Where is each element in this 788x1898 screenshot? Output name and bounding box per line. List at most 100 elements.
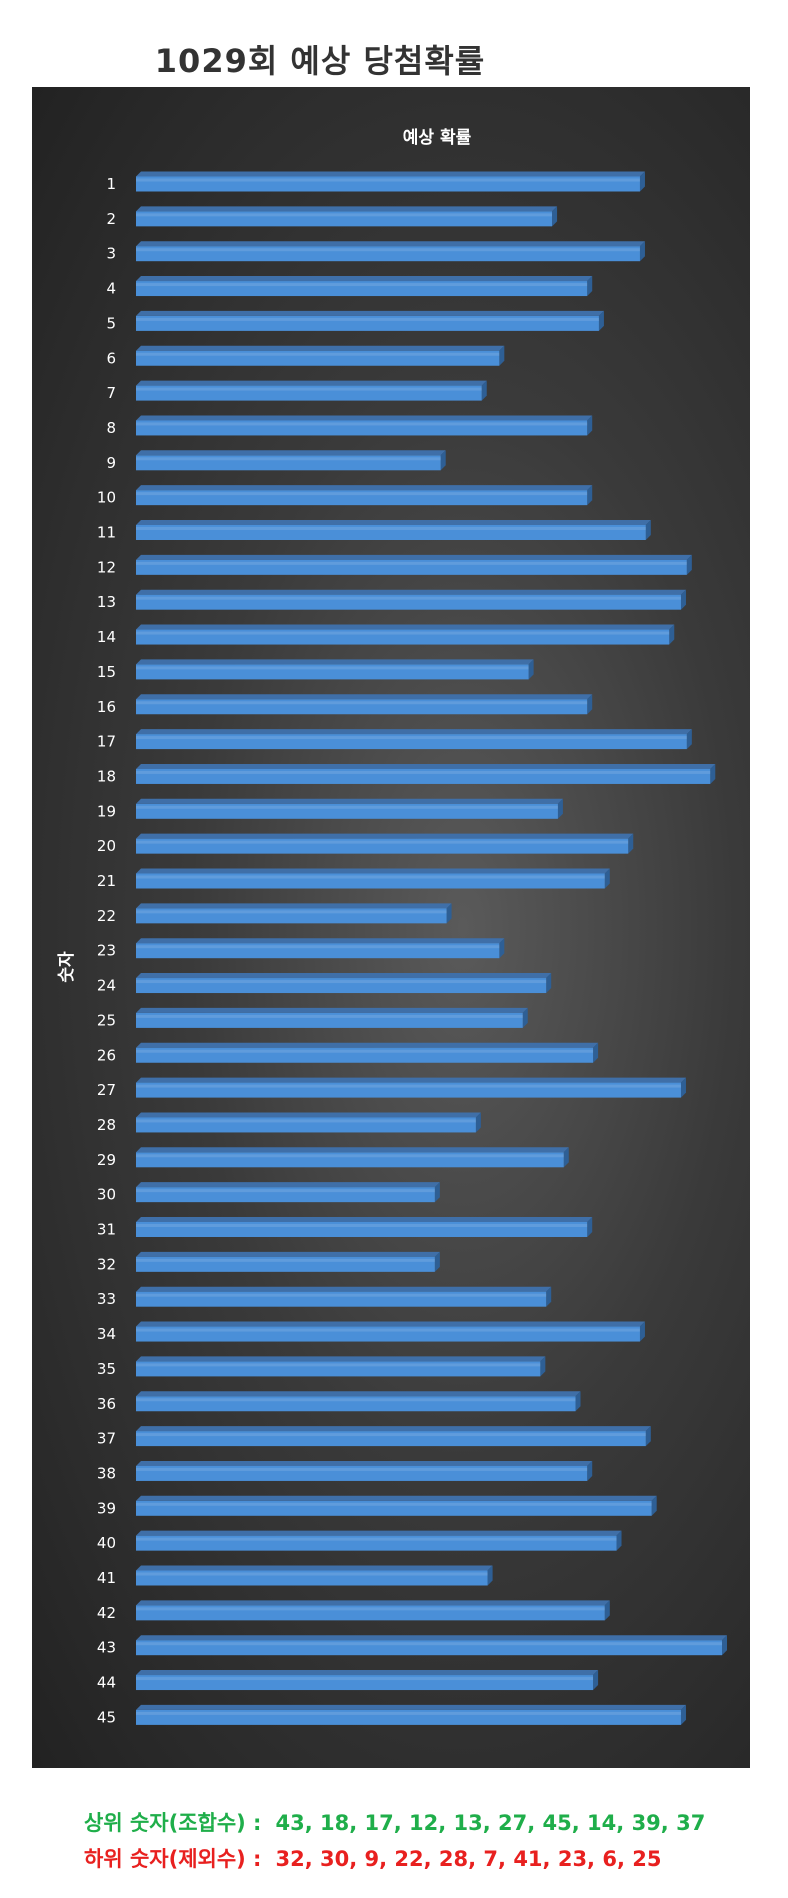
bar-top-face bbox=[136, 171, 645, 177]
bar-top-face bbox=[136, 1530, 622, 1536]
bar-top-face bbox=[136, 241, 645, 247]
bar-highlight bbox=[136, 875, 605, 879]
bar-front-face bbox=[136, 803, 558, 819]
bar-top-face bbox=[136, 868, 610, 874]
bar-19 bbox=[136, 798, 563, 819]
bar-27 bbox=[136, 1077, 686, 1098]
bar-23 bbox=[136, 938, 505, 959]
bar-highlight bbox=[136, 1328, 640, 1332]
bar-side-face bbox=[639, 171, 645, 192]
bar-side-face bbox=[540, 1356, 546, 1377]
bar-side-face bbox=[651, 1495, 657, 1516]
bar-side-face bbox=[686, 554, 692, 575]
bar-side-face bbox=[587, 1460, 593, 1481]
bar-top-face bbox=[136, 276, 593, 282]
bottom-numbers-label: 하위 숫자(제외수) : bbox=[84, 1847, 262, 1871]
category-label: 36 bbox=[97, 1395, 116, 1413]
bar-highlight bbox=[136, 1467, 588, 1471]
bar-front-face bbox=[136, 1431, 646, 1447]
bar-front-face bbox=[136, 1047, 594, 1063]
bar-top-face bbox=[136, 1251, 440, 1257]
bar-highlight bbox=[136, 1258, 435, 1262]
category-label: 24 bbox=[97, 977, 116, 995]
bar-top-face bbox=[136, 415, 593, 421]
bar-front-face bbox=[136, 768, 711, 784]
bar-highlight bbox=[136, 1363, 541, 1367]
bar-front-face bbox=[136, 699, 588, 715]
bar-top-face bbox=[136, 1321, 645, 1327]
bar-side-face bbox=[628, 833, 634, 854]
bar-highlight bbox=[136, 352, 500, 356]
bar-highlight bbox=[136, 1433, 646, 1437]
bar-side-face bbox=[440, 450, 446, 471]
bar-front-face bbox=[136, 1361, 541, 1377]
bar-44 bbox=[136, 1670, 599, 1691]
bar-34 bbox=[136, 1321, 645, 1342]
bar-side-face bbox=[546, 973, 552, 994]
bar-highlight bbox=[136, 736, 687, 740]
top-numbers-values: 43, 18, 17, 12, 13, 27, 45, 14, 39, 37 bbox=[275, 1811, 706, 1835]
bar-highlight bbox=[136, 1224, 588, 1227]
bar-front-face bbox=[136, 1291, 547, 1307]
bar-front-face bbox=[136, 350, 500, 366]
bar-front-face bbox=[136, 1640, 722, 1656]
bar-highlight bbox=[136, 1607, 605, 1611]
bar-highlight bbox=[136, 422, 588, 426]
bar-highlight bbox=[136, 980, 547, 984]
bar-top-face bbox=[136, 1042, 599, 1048]
bar-top-face bbox=[136, 1356, 546, 1362]
bar-side-face bbox=[669, 624, 675, 645]
bar-top-face bbox=[136, 1217, 593, 1222]
bar-side-face bbox=[722, 1635, 727, 1656]
category-label: 5 bbox=[106, 314, 116, 332]
bar-side-face bbox=[481, 380, 487, 401]
bar-side-face bbox=[475, 1112, 481, 1133]
bar-top-face bbox=[136, 485, 593, 491]
bar-front-face bbox=[136, 1535, 617, 1551]
bottom-numbers-values: 32, 30, 9, 22, 28, 7, 41, 23, 6, 25 bbox=[275, 1847, 662, 1871]
category-label: 25 bbox=[97, 1011, 116, 1029]
bar-8 bbox=[136, 415, 593, 436]
bar-top-face bbox=[136, 763, 716, 769]
bar-7 bbox=[136, 380, 487, 401]
bar-top-face bbox=[136, 798, 563, 804]
bar-front-face bbox=[136, 559, 687, 575]
category-label: 12 bbox=[97, 558, 116, 576]
bar-20 bbox=[136, 833, 634, 854]
bar-side-face bbox=[645, 520, 651, 540]
bar-side-face bbox=[587, 276, 593, 297]
category-label: 39 bbox=[97, 1499, 116, 1517]
bar-top-face bbox=[136, 1112, 481, 1118]
bar-highlight bbox=[136, 248, 640, 252]
category-label: 2 bbox=[106, 210, 116, 228]
bar-highlight bbox=[136, 770, 711, 774]
bar-top-face bbox=[136, 1147, 569, 1153]
bar-side-face bbox=[587, 694, 593, 715]
bar-top-face bbox=[136, 1635, 727, 1641]
bar-front-face bbox=[136, 664, 529, 680]
category-label: 37 bbox=[97, 1430, 116, 1448]
bar-front-face bbox=[136, 385, 482, 401]
bar-top-face bbox=[136, 450, 446, 456]
bar-35 bbox=[136, 1356, 546, 1377]
bar-highlight bbox=[136, 317, 599, 321]
category-label: 6 bbox=[106, 349, 116, 367]
bar-top-face bbox=[136, 1391, 581, 1397]
category-label: 21 bbox=[97, 872, 116, 890]
bar-highlight bbox=[136, 1502, 652, 1506]
bar-top-face bbox=[136, 729, 692, 735]
bar-highlight bbox=[136, 701, 588, 705]
bar-side-face bbox=[563, 1147, 569, 1168]
bar-front-face bbox=[136, 734, 687, 750]
y-axis-label: 숫자 bbox=[57, 951, 77, 983]
bar-side-face bbox=[710, 763, 716, 784]
bar-top-face bbox=[136, 380, 487, 386]
bar-highlight bbox=[136, 1049, 594, 1053]
bar-43 bbox=[136, 1635, 727, 1656]
bar-highlight bbox=[136, 1189, 435, 1193]
bar-front-face bbox=[136, 1012, 523, 1028]
bar-front-face bbox=[136, 1500, 652, 1516]
bar-front-face bbox=[136, 281, 588, 297]
bar-top-face bbox=[136, 938, 505, 944]
bar-top-face bbox=[136, 659, 534, 665]
